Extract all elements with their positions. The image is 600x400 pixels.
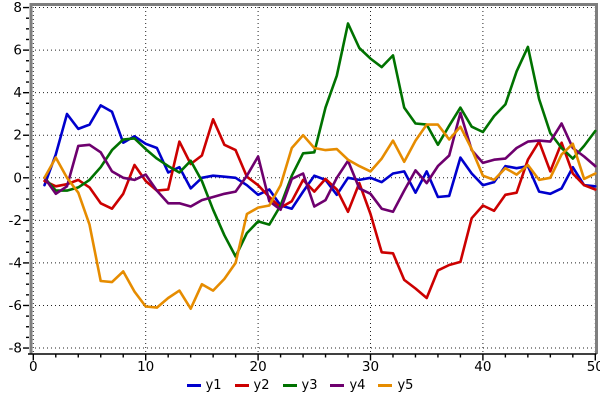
data-series: [43, 22, 597, 311]
legend-item-y3: y3: [282, 377, 318, 393]
y-tick-label--4: -4: [9, 255, 22, 271]
y-tick-label-0: 0: [13, 170, 22, 186]
legend-label-y3: y3: [301, 377, 318, 393]
x-tick-label-50: 50: [587, 359, 600, 375]
legend-item-y2: y2: [234, 377, 270, 393]
legend-label-y2: y2: [253, 377, 270, 393]
legend-swatch-y1: [186, 383, 201, 387]
series-y3-line: [43, 22, 597, 258]
series-y5-line: [43, 123, 597, 311]
series-y2-line: [43, 118, 597, 300]
legend-item-y1: y1: [186, 377, 222, 393]
y-tick-label-2: 2: [13, 128, 22, 144]
x-axis-tick-labels: 0 10 20 30 40 50: [29, 359, 600, 375]
legend-swatch-y3: [282, 383, 297, 387]
x-tick-label-40: 40: [474, 359, 491, 375]
legend-label-y1: y1: [205, 377, 222, 393]
y-tick-label-4: 4: [13, 85, 22, 101]
series-y4-line: [43, 111, 597, 214]
y-tick-label--2: -2: [9, 213, 22, 229]
legend-label-y4: y4: [349, 377, 366, 393]
y-tick-label-8: 8: [13, 0, 22, 16]
legend-item-y4: y4: [330, 379, 365, 392]
y-tick-label-6: 6: [13, 43, 22, 59]
x-tick-label-30: 30: [362, 359, 379, 375]
legend-swatch-y5: [378, 383, 393, 387]
y-tick-label--6: -6: [9, 298, 22, 314]
legend-swatch-y2: [234, 383, 249, 387]
y-axis-tick-labels: -8 -6 -4 -2 0 2 4 6 8: [9, 0, 22, 356]
legend-swatch-y4: [330, 383, 345, 387]
x-tick-label-20: 20: [250, 359, 267, 375]
axis-ticks: [23, 6, 596, 361]
y-tick-label--8: -8: [9, 341, 22, 357]
x-tick-label-0: 0: [29, 359, 38, 375]
chart-legend: y1 y2 y3 y4 y5: [0, 374, 600, 396]
legend-item-y5: y5: [378, 379, 413, 392]
x-tick-label-10: 10: [137, 359, 154, 375]
legend-label-y5: y5: [397, 377, 414, 393]
